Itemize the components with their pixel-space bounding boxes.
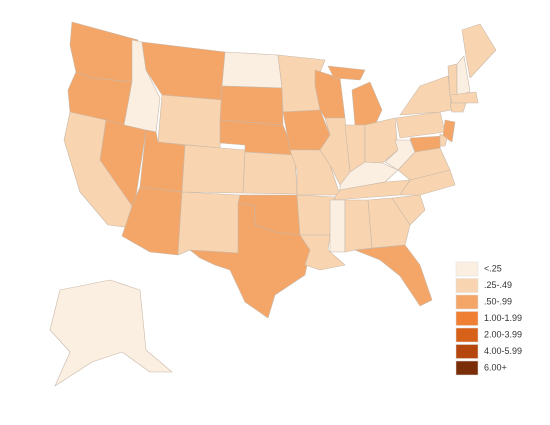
legend-swatch [455, 311, 479, 326]
state [364, 117, 399, 164]
state [399, 75, 453, 116]
state [181, 144, 246, 194]
state [367, 197, 411, 249]
legend-swatch [455, 278, 479, 293]
state [296, 194, 336, 236]
state [354, 244, 433, 307]
state [449, 102, 467, 113]
state [221, 51, 283, 89]
state [299, 234, 346, 271]
state [409, 135, 444, 153]
state [449, 91, 479, 104]
state [157, 94, 223, 149]
legend-label: .25-.49 [484, 280, 512, 290]
state [399, 169, 456, 196]
legend-label: .50-.99 [484, 296, 512, 306]
legend-label: 4.00-5.99 [484, 346, 522, 356]
legend-label: 2.00-3.99 [484, 329, 522, 339]
state [177, 191, 241, 256]
state [344, 199, 373, 253]
state [49, 279, 173, 387]
state [442, 119, 456, 143]
legend-swatch [455, 327, 479, 343]
state [391, 194, 426, 226]
legend-swatch [455, 294, 479, 310]
legend-label: <.25 [484, 263, 502, 273]
state [327, 65, 383, 126]
state [456, 55, 471, 96]
state [189, 202, 311, 319]
state [69, 21, 139, 83]
state [329, 199, 346, 253]
state [282, 109, 331, 151]
state [219, 85, 284, 126]
state [395, 111, 446, 139]
state [439, 133, 448, 147]
state [242, 151, 298, 195]
legend-swatch [455, 261, 479, 277]
legend-swatch [455, 344, 479, 359]
legend-label: 6.00+ [484, 362, 507, 372]
state [384, 139, 416, 171]
legend-label: 1.00-1.99 [484, 313, 522, 323]
legend-swatch [455, 360, 479, 376]
state [461, 23, 497, 79]
